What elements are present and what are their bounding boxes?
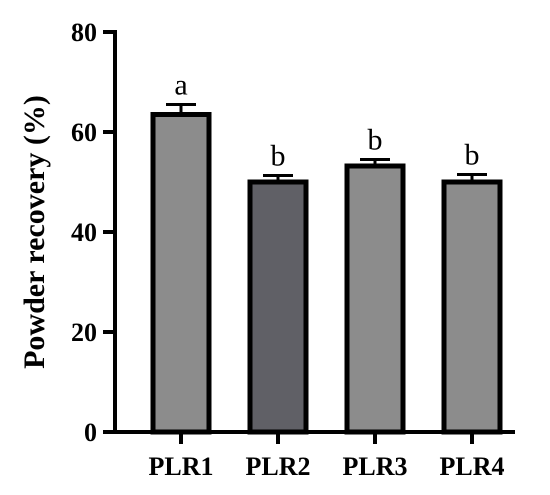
bar-plr4: [441, 179, 503, 435]
bar-plr1: [150, 112, 212, 435]
y-axis-title: Powder recovery (%): [18, 95, 51, 369]
y-tick-label: 40: [71, 218, 97, 247]
x-tick-label: PLR1: [149, 452, 214, 481]
error-bars-group: [166, 103, 487, 182]
x-tick-label: PLR2: [246, 452, 311, 481]
bars-group: [150, 112, 503, 435]
y-tick-label: 80: [71, 18, 97, 47]
x-ticks-group: PLR1 PLR2 PLR3 PLR4: [149, 432, 505, 481]
y-ticks-group: 0 20 40 60 80: [71, 18, 115, 447]
x-tick-label: PLR3: [343, 452, 408, 481]
significance-label: b: [271, 140, 286, 173]
bar-plr3: [344, 163, 406, 435]
significance-label: a: [174, 69, 187, 102]
significance-label: b: [368, 124, 383, 157]
significance-label: b: [465, 139, 480, 172]
x-tick-label: PLR4: [440, 452, 505, 481]
y-tick-label: 0: [84, 418, 97, 447]
bar-plr2: [247, 179, 309, 435]
y-tick-label: 20: [71, 318, 97, 347]
significance-labels-group: a b b b: [174, 69, 479, 173]
y-tick-label: 60: [71, 118, 97, 147]
